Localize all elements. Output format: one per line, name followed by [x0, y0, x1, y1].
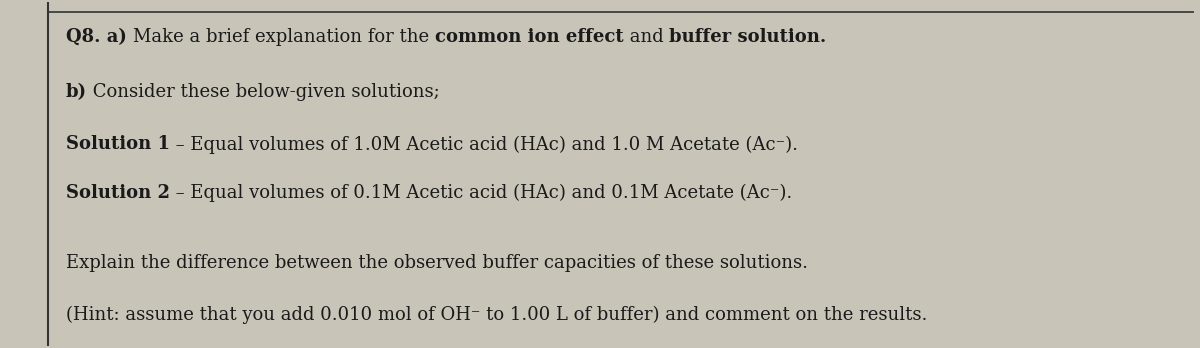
Text: and: and: [624, 27, 670, 46]
Text: common ion effect: common ion effect: [436, 27, 624, 46]
Text: Explain the difference between the observed buffer capacities of these solutions: Explain the difference between the obser…: [66, 254, 808, 272]
Text: Consider these below-given solutions;: Consider these below-given solutions;: [88, 83, 440, 101]
Text: Solution 1: Solution 1: [66, 135, 170, 153]
Text: – Equal volumes of 0.1M Acetic acid (HAc) and 0.1M Acetate (Ac⁻).: – Equal volumes of 0.1M Acetic acid (HAc…: [170, 184, 792, 202]
Text: buffer solution.: buffer solution.: [670, 27, 827, 46]
Text: Make a brief explanation for the: Make a brief explanation for the: [133, 27, 436, 46]
Text: Q8. a): Q8. a): [66, 27, 133, 46]
Text: (Hint: assume that you add 0.010 mol of OH⁻ to 1.00 L of buffer) and comment on : (Hint: assume that you add 0.010 mol of …: [66, 306, 928, 324]
Text: b): b): [66, 83, 88, 101]
Text: Solution 2: Solution 2: [66, 184, 170, 202]
Text: – Equal volumes of 1.0M Acetic acid (HAc) and 1.0 M Acetate (Ac⁻).: – Equal volumes of 1.0M Acetic acid (HAc…: [170, 135, 798, 153]
